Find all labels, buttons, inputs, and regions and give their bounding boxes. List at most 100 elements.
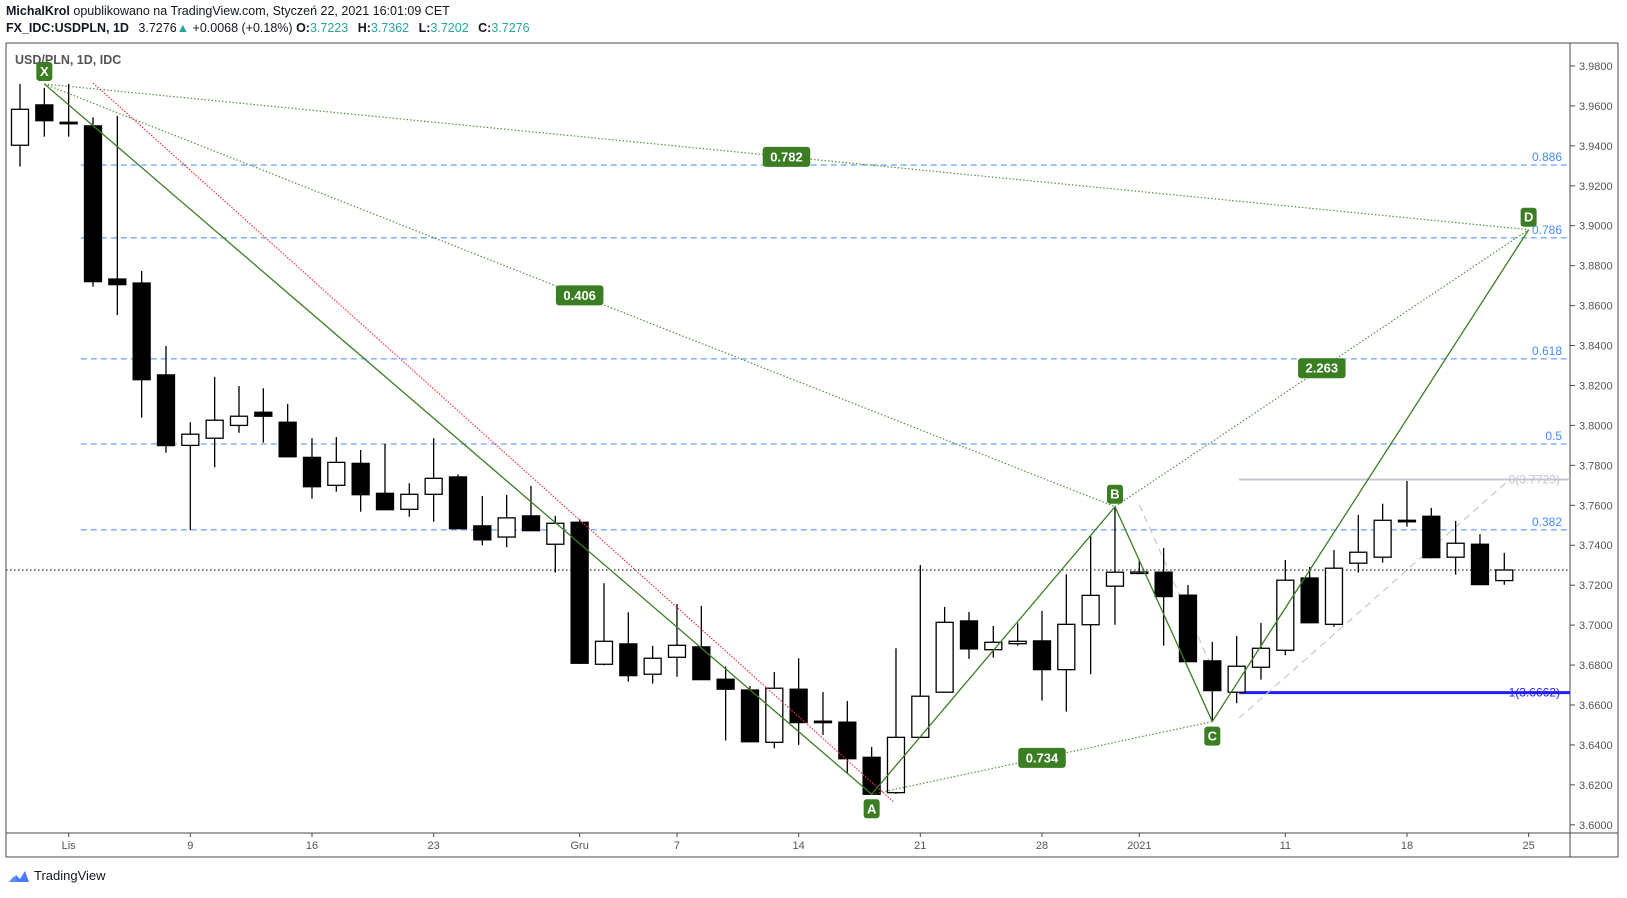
pattern-point-D[interactable]: D [1520, 207, 1537, 227]
ratio-badge-bg [1018, 747, 1066, 768]
trend-fib-leg[interactable] [1238, 479, 1510, 719]
candle-body [10, 108, 30, 146]
fib-retracement[interactable]: 0.886 0.786 0.618 0.5 0.382 0(3.7729) 1(3.6662… [6, 150, 1570, 719]
pattern-ratio-badge[interactable]: 0.782 [762, 146, 811, 167]
candle-body [132, 282, 151, 381]
author-name[interactable]: MichalKrol [6, 4, 70, 18]
candle-body [473, 525, 492, 541]
candle [1397, 480, 1417, 527]
y-tick-label: 3.6000 [1579, 820, 1613, 832]
published-text: opublikowano na TradingView.com, Styczeń… [73, 4, 450, 18]
pattern-ratio-badge[interactable]: 2.263 [1298, 358, 1346, 379]
candle [667, 603, 687, 677]
y-tick-label: 3.7400 [1579, 540, 1613, 552]
ratio-badge-bg [555, 285, 604, 306]
candle-body [1154, 571, 1173, 598]
pattern-ratio-line[interactable] [44, 83, 1116, 508]
point-badge-bg [1204, 726, 1221, 746]
candle-body [229, 415, 249, 427]
pattern-point-C[interactable]: C [1204, 726, 1221, 746]
candle [497, 494, 516, 548]
candle [813, 692, 833, 735]
y-tick-label: 3.8000 [1579, 420, 1613, 432]
plot-area[interactable]: 0.886 0.786 0.618 0.5 0.382 0(3.7729) 1(3.6662… [6, 82, 1570, 803]
candle-body [1324, 567, 1344, 625]
pattern-labels[interactable]: 0.406 0.782 0.734 2.263 X A B C D [36, 61, 1537, 819]
candle-body [424, 477, 443, 495]
point-badge-label: C [1208, 729, 1218, 744]
pattern-leg-CD[interactable] [1211, 229, 1530, 722]
candle [1178, 584, 1198, 663]
candle-body [497, 517, 516, 538]
candle-body [59, 121, 78, 125]
candle [570, 519, 589, 665]
candles [10, 83, 1514, 795]
pattern-leg-XA[interactable] [43, 83, 873, 795]
candle [1227, 635, 1246, 704]
low-value: 3.7202 [430, 21, 469, 35]
pattern-leg-AB[interactable] [871, 506, 1116, 795]
x-tick-label: 16 [306, 840, 318, 852]
symbol-name[interactable]: FX_IDC:USDPLN, 1D [6, 21, 129, 35]
candle-body [1105, 571, 1125, 587]
candle [1373, 503, 1392, 563]
fib-level-label: 0.618 [1532, 344, 1562, 358]
pattern-point-B[interactable]: B [1106, 484, 1123, 504]
candle [254, 388, 273, 443]
y-tick-label: 3.7800 [1579, 460, 1613, 472]
trend-fib-level-label: 0(3.7729) [1509, 473, 1560, 487]
fib-level-label: 0.5 [1545, 429, 1562, 443]
y-tick-label: 3.8200 [1579, 380, 1613, 392]
candle [1057, 574, 1076, 712]
chart-title: USD/PLN, 1D, IDC [15, 53, 121, 67]
x-tick-label: Gru [570, 840, 588, 852]
pattern-ratio-badge[interactable]: 0.406 [555, 285, 604, 306]
x-tick-label: 9 [187, 840, 193, 852]
fib-level-label: 0.786 [1532, 223, 1562, 237]
candle [1324, 550, 1344, 627]
x-tick-label: 14 [793, 840, 805, 852]
point-badge-label: B [1110, 487, 1119, 502]
trend-fib-level-label: 1(3.6662) [1509, 686, 1560, 700]
candle-body [1446, 542, 1465, 558]
candle-body [692, 646, 711, 681]
red-trendline[interactable] [92, 82, 894, 803]
candle [229, 386, 249, 433]
candle [473, 495, 492, 546]
publication-info: MichalKrol opublikowano na TradingView.c… [6, 4, 450, 18]
candle [838, 701, 857, 773]
ratio-badge-label: 2.263 [1306, 361, 1339, 376]
open-value: 3.7223 [309, 21, 349, 35]
pattern-ratio-badge[interactable]: 0.734 [1018, 747, 1066, 768]
x-tick-label: 18 [1401, 840, 1413, 852]
high-label: H: [357, 21, 371, 35]
candle-body [546, 522, 565, 545]
candle-body [375, 492, 395, 511]
ratio-badge-bg [1298, 358, 1346, 379]
candle-body [302, 456, 322, 488]
high-value: 3.7362 [370, 21, 410, 35]
last-price: 3.7276 [138, 21, 177, 35]
candle [1154, 548, 1173, 646]
candle-body [327, 461, 346, 486]
point-badge-bg [1106, 484, 1123, 504]
candle [1130, 560, 1149, 575]
x-tick-label: 11 [1280, 840, 1291, 852]
pattern-point-X[interactable]: X [36, 61, 53, 81]
candle-body [1081, 594, 1100, 626]
candle [1081, 536, 1100, 675]
pattern-leg-BC[interactable] [1114, 506, 1213, 722]
candle [935, 606, 954, 693]
candle-body [1251, 647, 1271, 668]
candle [521, 485, 541, 532]
y-tick-label: 3.6800 [1579, 660, 1613, 672]
candle-body [911, 695, 930, 738]
pattern-point-A[interactable]: A [863, 799, 880, 819]
candle [327, 437, 346, 492]
candle [35, 87, 54, 137]
candle-body [1397, 519, 1417, 523]
tradingview-logo[interactable]: TradingView [8, 868, 106, 883]
candle-body [959, 620, 979, 650]
candle [400, 483, 419, 517]
